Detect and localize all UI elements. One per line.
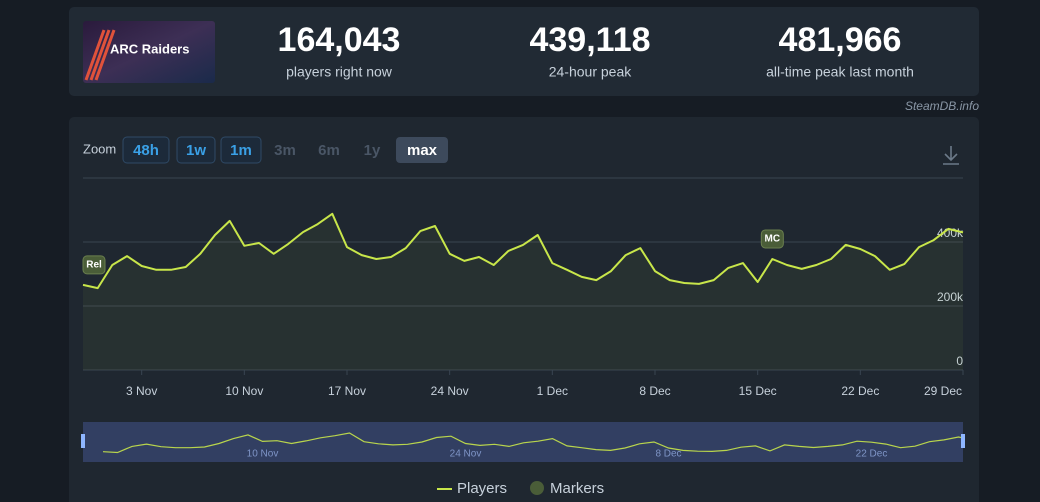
stat-label: all-time peak last month: [766, 64, 914, 80]
zoom-button[interactable]: [122, 136, 170, 164]
zoom-button-label[interactable]: max: [407, 142, 438, 159]
zoom-button-label[interactable]: 1m: [230, 142, 252, 159]
download-icon[interactable]: [943, 146, 959, 165]
legend-label[interactable]: Markers: [550, 480, 604, 497]
zoom-button-label: 1y: [364, 142, 381, 159]
navigator-line: [102, 432, 964, 454]
y-tick-label: 200k: [937, 290, 964, 304]
x-tick-label: 10 Nov: [225, 384, 263, 398]
zoom-button-label: 3m: [274, 142, 296, 159]
stat-label: 24-hour peak: [549, 64, 633, 80]
series-line: [82, 212, 964, 290]
stats-panel: [69, 7, 979, 96]
event-marker-label[interactable]: Rel: [86, 260, 102, 271]
stat-value: 164,043: [278, 21, 401, 59]
navigator-tick-label: 10 Nov: [247, 449, 279, 460]
y-tick-label: 400k: [937, 226, 964, 240]
zoom-button-label[interactable]: 1w: [186, 142, 206, 159]
stat-value: 481,966: [779, 21, 902, 59]
y-tick-label: 0: [956, 354, 963, 368]
legend-label[interactable]: Players: [457, 480, 507, 497]
stat-value: 439,118: [529, 21, 650, 59]
zoom-button[interactable]: [396, 137, 448, 163]
x-tick-label: 8 Dec: [639, 384, 670, 398]
zoom-button-label[interactable]: 48h: [133, 142, 159, 159]
zoom-label: Zoom: [83, 141, 116, 156]
navigator-tick-label: 8 Dec: [655, 449, 681, 460]
game-logo: ARC Raiders: [110, 41, 189, 56]
logo-stripes: [84, 29, 116, 81]
navigator-handle[interactable]: [961, 434, 965, 448]
game-image: [83, 21, 215, 83]
x-tick-label: 15 Dec: [739, 384, 777, 398]
series-area: [83, 213, 963, 370]
navigator: [83, 422, 963, 462]
x-tick-label: 29 Dec: [924, 384, 962, 398]
x-tick-label: 3 Nov: [126, 384, 157, 398]
event-marker[interactable]: [82, 255, 106, 275]
x-tick-label: 22 Dec: [841, 384, 879, 398]
x-tick-label: 1 Dec: [537, 384, 568, 398]
legend-swatch: [530, 481, 544, 495]
chart-panel: [69, 117, 979, 502]
navigator-tick-label: 24 Nov: [450, 449, 482, 460]
zoom-button[interactable]: [176, 136, 216, 164]
zoom-button[interactable]: [220, 136, 262, 164]
event-marker[interactable]: [760, 229, 784, 249]
x-tick-label: 17 Nov: [328, 384, 366, 398]
navigator-tick-label: 22 Dec: [856, 449, 888, 460]
stat-label: players right now: [286, 64, 393, 80]
zoom-button-label: 6m: [318, 142, 340, 159]
x-tick-label: 24 Nov: [431, 384, 469, 398]
source: SteamDB.info: [905, 99, 979, 113]
event-marker-label[interactable]: MC: [765, 234, 781, 245]
navigator-handle[interactable]: [81, 434, 85, 448]
